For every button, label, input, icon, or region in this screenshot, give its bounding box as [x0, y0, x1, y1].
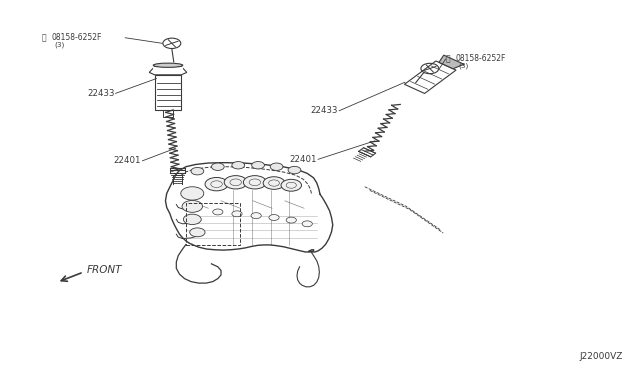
- Bar: [155, 75, 181, 110]
- Circle shape: [191, 167, 204, 175]
- Text: 22401: 22401: [114, 156, 141, 165]
- Text: J22000VZ: J22000VZ: [580, 352, 623, 361]
- Text: ⓘ: ⓘ: [42, 33, 47, 42]
- Circle shape: [205, 177, 228, 191]
- Circle shape: [243, 176, 266, 189]
- Circle shape: [288, 166, 301, 174]
- Circle shape: [182, 201, 202, 212]
- Polygon shape: [404, 61, 456, 93]
- Text: 22433: 22433: [87, 89, 115, 98]
- Polygon shape: [149, 67, 187, 75]
- Text: (3): (3): [54, 41, 65, 48]
- Text: 08158-6252F: 08158-6252F: [52, 32, 102, 42]
- Text: 08158-6252F: 08158-6252F: [456, 54, 506, 62]
- Circle shape: [270, 163, 283, 170]
- Circle shape: [251, 213, 261, 219]
- Text: (3): (3): [458, 62, 468, 69]
- Text: 22401: 22401: [289, 155, 317, 164]
- Circle shape: [252, 161, 264, 169]
- Circle shape: [183, 214, 201, 225]
- Circle shape: [212, 209, 223, 215]
- Circle shape: [263, 177, 285, 189]
- Circle shape: [224, 176, 247, 189]
- Circle shape: [232, 211, 242, 217]
- Circle shape: [232, 161, 244, 169]
- Circle shape: [211, 163, 224, 170]
- Ellipse shape: [153, 63, 183, 67]
- Text: FRONT: FRONT: [87, 266, 122, 276]
- Circle shape: [281, 179, 301, 191]
- Circle shape: [189, 228, 205, 237]
- Polygon shape: [439, 55, 464, 69]
- Text: ⓘ: ⓘ: [445, 54, 450, 63]
- Circle shape: [180, 187, 204, 200]
- Text: 22433: 22433: [310, 106, 338, 115]
- Circle shape: [302, 221, 312, 227]
- Circle shape: [269, 215, 279, 221]
- Bar: [153, 67, 183, 73]
- Bar: [186, 203, 240, 245]
- Circle shape: [286, 217, 296, 223]
